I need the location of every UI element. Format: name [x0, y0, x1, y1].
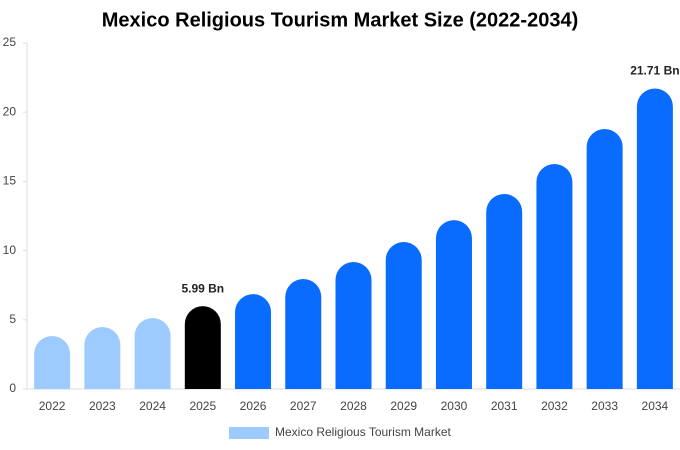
bar	[134, 318, 171, 389]
x-tick-label: 2033	[591, 399, 618, 413]
legend-label: Mexico Religious Tourism Market	[275, 425, 452, 439]
legend-swatch	[229, 427, 269, 439]
x-tick-label: 2024	[139, 399, 166, 413]
x-tick-label: 2031	[491, 399, 518, 413]
x-tick-label: 2028	[340, 399, 367, 413]
x-tick-label: 2029	[390, 399, 417, 413]
bar	[335, 261, 372, 389]
bar	[486, 193, 523, 389]
y-tick-label: 0	[9, 381, 16, 395]
x-tick-label: 2022	[39, 399, 66, 413]
bar	[84, 326, 121, 389]
x-tick-label: 2025	[189, 399, 216, 413]
x-tick-label: 2023	[89, 399, 116, 413]
x-tick-label: 2026	[240, 399, 267, 413]
bar	[435, 220, 472, 389]
bar	[385, 242, 422, 389]
y-tick-label: 25	[3, 35, 17, 49]
y-tick-label: 15	[3, 174, 17, 188]
x-tick-label: 2027	[290, 399, 317, 413]
bar	[235, 294, 272, 389]
bar	[285, 278, 322, 389]
chart-title: Mexico Religious Tourism Market Size (20…	[102, 9, 578, 31]
bar	[184, 306, 221, 389]
y-tick-label: 20	[3, 104, 17, 118]
data-label: 21.71 Bn	[630, 64, 679, 78]
bar	[34, 335, 71, 389]
x-tick-label: 2034	[642, 399, 669, 413]
y-tick-label: 10	[3, 243, 17, 257]
data-label: 5.99 Bn	[181, 281, 224, 295]
x-tick-label: 2032	[541, 399, 568, 413]
y-tick-label: 5	[9, 312, 16, 326]
bar	[586, 128, 623, 389]
x-tick-label: 2030	[441, 399, 468, 413]
bar	[636, 88, 673, 389]
bar	[536, 163, 573, 389]
